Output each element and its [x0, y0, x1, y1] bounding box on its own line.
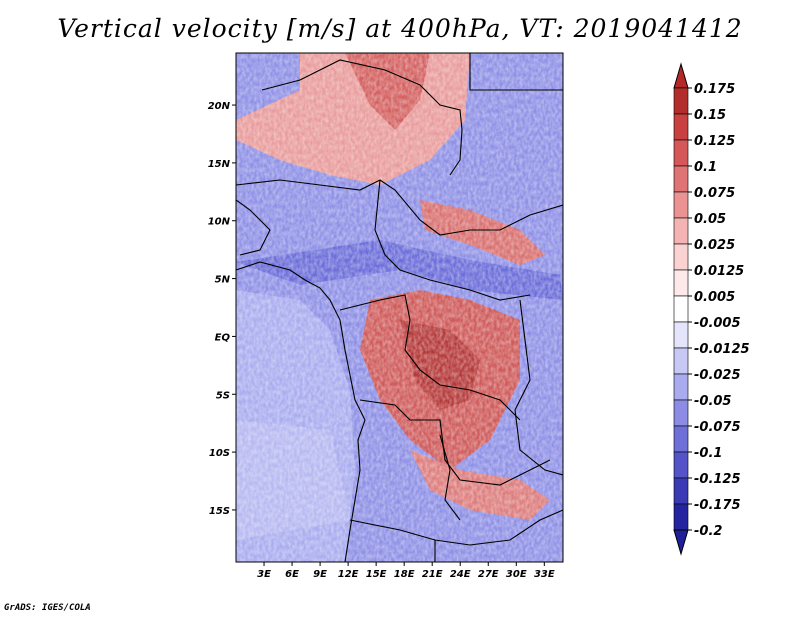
longitude-axis: 3E 6E 9E 12E 15E 18E 21E 24E 27E 30E 33E: [257, 562, 555, 580]
lon-tick-label: 9E: [313, 569, 327, 580]
lat-tick-label: 10S: [209, 448, 230, 459]
colorbar-label: -0.05: [694, 394, 731, 409]
lat-tick-label: 20N: [208, 101, 231, 112]
colorbar-swatch: [673, 87, 689, 115]
colorbar-label: -0.005: [694, 316, 741, 331]
colorbar: 0.175 0.15 0.125 0.1 0.075 0.05 0.025 0.0125 0.0…: [673, 62, 750, 556]
colorbar-label: -0.025: [694, 368, 741, 383]
colorbar-swatch: [673, 425, 689, 453]
colorbar-label: -0.075: [694, 420, 741, 435]
credit-text: GrADS: IGES/COLA: [4, 603, 91, 613]
lon-tick-label: 18E: [394, 569, 415, 580]
colorbar-label: -0.1: [694, 446, 722, 461]
latitude-axis: 20N 15N 10N 5N EQ 5S 10S 15S: [208, 101, 236, 517]
colorbar-label: -0.0125: [694, 342, 750, 357]
lat-tick-label: 15S: [209, 506, 230, 517]
colorbar-swatch: [673, 347, 689, 375]
lat-tick-label: 15N: [208, 159, 231, 170]
colorbar-swatch: [673, 399, 689, 427]
lon-tick-label: 15E: [366, 569, 387, 580]
colorbar-swatch: [673, 269, 689, 297]
colorbar-swatch: [673, 503, 689, 531]
velocity-field: [236, 53, 563, 562]
colorbar-label: 0.15: [694, 108, 726, 123]
lon-tick-label: 3E: [257, 569, 271, 580]
lat-tick-label: 5S: [216, 390, 230, 401]
lon-tick-label: 6E: [285, 569, 299, 580]
colorbar-swatch: [673, 451, 689, 479]
colorbar-swatch: [673, 191, 689, 219]
colorbar-swatch: [673, 295, 689, 323]
lon-tick-label: 12E: [338, 569, 359, 580]
lat-tick-label: 5N: [215, 275, 231, 286]
lon-tick-label: 33E: [534, 569, 555, 580]
lat-tick-label: 10N: [208, 217, 231, 228]
colorbar-top-arrow: [673, 62, 689, 89]
colorbar-swatch: [673, 321, 689, 349]
lon-tick-label: 30E: [506, 569, 527, 580]
colorbar-label: 0.005: [694, 290, 735, 305]
colorbar-label: 0.1: [694, 160, 717, 175]
colorbar-label: 0.025: [694, 238, 735, 253]
colorbar-swatch: [673, 165, 689, 193]
map-frame: [235, 52, 564, 563]
colorbar-label: -0.125: [694, 472, 741, 487]
colorbar-label: 0.175: [694, 82, 735, 97]
colorbar-swatch: [673, 243, 689, 271]
map-title: Vertical velocity [m/s] at 400hPa, VT: 2…: [57, 14, 743, 43]
lon-tick-label: 21E: [422, 569, 443, 580]
colorbar-swatch: [673, 373, 689, 401]
colorbar-swatch: [673, 217, 689, 245]
colorbar-label: 0.0125: [694, 264, 744, 279]
colorbar-label: 0.075: [694, 186, 735, 201]
colorbar-label: 0.05: [694, 212, 726, 227]
colorbar-swatch: [673, 139, 689, 167]
colorbar-label: -0.175: [694, 498, 741, 513]
colorbar-bottom-arrow: [673, 529, 689, 556]
colorbar-label: -0.2: [694, 524, 722, 539]
lat-tick-label: EQ: [215, 332, 231, 343]
colorbar-swatch: [673, 477, 689, 505]
colorbar-label: 0.125: [694, 134, 735, 149]
lon-tick-label: 24E: [450, 569, 471, 580]
colorbar-swatch: [673, 113, 689, 141]
lon-tick-label: 27E: [478, 569, 499, 580]
